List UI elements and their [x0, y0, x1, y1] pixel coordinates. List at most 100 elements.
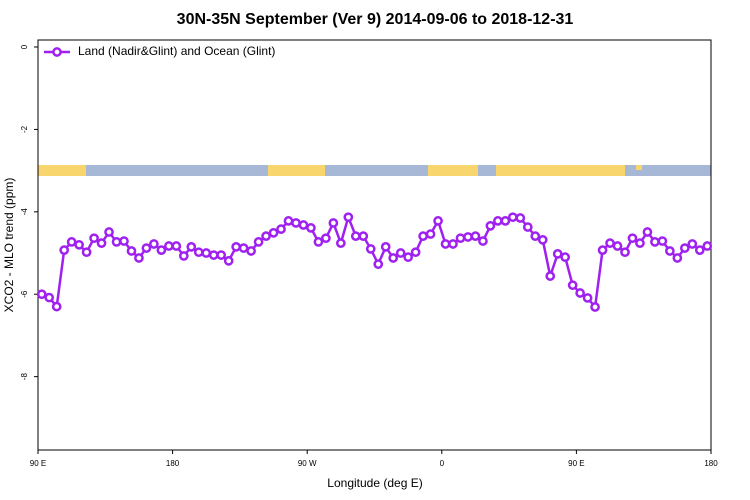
data-point	[403, 252, 413, 263]
data-point	[650, 237, 660, 247]
data-point	[51, 301, 62, 312]
data-point	[178, 251, 189, 261]
data-point	[134, 253, 144, 263]
data-point	[96, 238, 107, 248]
data-point	[500, 216, 511, 226]
data-point	[291, 218, 301, 228]
data-point	[642, 227, 653, 237]
y-tick-label: -4	[20, 208, 29, 216]
land-band	[636, 165, 642, 170]
data-point	[635, 238, 645, 248]
data-point	[89, 233, 99, 244]
legend-marker	[52, 47, 62, 57]
data-point	[395, 248, 406, 258]
data-point	[283, 216, 294, 226]
data-point	[552, 249, 563, 259]
land-ocean-band	[38, 165, 711, 176]
data-point	[66, 237, 77, 247]
data-point	[328, 218, 339, 228]
data-point	[545, 271, 556, 281]
data-point	[104, 227, 114, 237]
data-point	[231, 242, 242, 252]
ocean-band	[38, 165, 711, 176]
land-band	[268, 165, 325, 176]
data-point	[223, 256, 234, 266]
legend-label: Land (Nadir&Glint) and Ocean (Glint)	[78, 44, 275, 58]
x-axis-label: Longitude (deg E)	[327, 476, 422, 490]
data-point	[164, 241, 174, 251]
land-band	[496, 165, 625, 176]
x-tick-label: 90 E	[568, 459, 584, 468]
data-point	[253, 237, 264, 247]
data-point	[560, 252, 571, 263]
data-point	[171, 241, 182, 251]
data-point	[410, 247, 421, 258]
data-point	[448, 239, 458, 249]
land-band	[38, 165, 86, 176]
data-point	[679, 243, 690, 253]
data-point	[687, 239, 698, 249]
data-point	[141, 243, 152, 253]
chart-title: 30N-35N September (Ver 9) 2014-09-06 to …	[177, 11, 574, 28]
data-point	[298, 220, 309, 230]
x-tick-label: 90 W	[298, 459, 317, 468]
data-point	[575, 288, 585, 298]
data-point	[485, 220, 496, 231]
data-point	[358, 231, 369, 241]
data-point	[463, 232, 473, 242]
x-tick-label: 180	[166, 459, 180, 468]
data-point	[216, 250, 227, 260]
data-point	[306, 223, 316, 233]
data-point	[208, 250, 219, 260]
x-tick-label: 0	[440, 459, 445, 468]
data-point	[522, 222, 533, 232]
data-point	[478, 236, 488, 246]
data-point	[44, 292, 55, 303]
data-point	[455, 233, 466, 244]
data-point	[627, 233, 638, 244]
data-point	[186, 242, 197, 252]
data-point	[343, 212, 354, 223]
data-point	[582, 293, 593, 303]
y-tick-label: -6	[20, 290, 29, 298]
data-point	[665, 246, 675, 256]
y-tick-label: -2	[20, 125, 29, 133]
data-point	[36, 289, 47, 300]
data-point	[111, 237, 122, 247]
data-point	[261, 231, 271, 241]
data-point	[493, 216, 503, 226]
data-point	[268, 227, 279, 238]
data-point	[590, 302, 600, 312]
data-point	[418, 231, 428, 241]
data-point	[702, 241, 713, 251]
data-point	[425, 229, 436, 239]
data-point	[193, 247, 204, 258]
data-point	[81, 247, 92, 258]
data-point	[388, 253, 399, 263]
data-point	[201, 248, 212, 258]
data-point	[313, 237, 324, 247]
data-point	[507, 212, 518, 223]
data-point	[156, 245, 167, 256]
data-point	[597, 245, 608, 256]
data-point	[336, 238, 346, 248]
data-point	[119, 236, 129, 246]
data-point	[365, 244, 376, 254]
x-tick-label: 90 E	[30, 459, 46, 468]
data-point	[657, 236, 668, 246]
data-point	[373, 259, 384, 270]
data-point	[694, 245, 705, 256]
data-point	[605, 238, 615, 248]
data-point	[470, 231, 481, 241]
data-point	[612, 241, 623, 251]
data-point	[350, 231, 361, 241]
data-point	[567, 280, 578, 291]
data-point	[246, 246, 256, 256]
data-point	[620, 247, 630, 258]
data-point	[515, 213, 526, 223]
data-point	[537, 234, 548, 245]
y-axis-label: XCO2 - MLO trend (ppm)	[2, 178, 16, 313]
y-tick-label: 0	[20, 44, 29, 49]
